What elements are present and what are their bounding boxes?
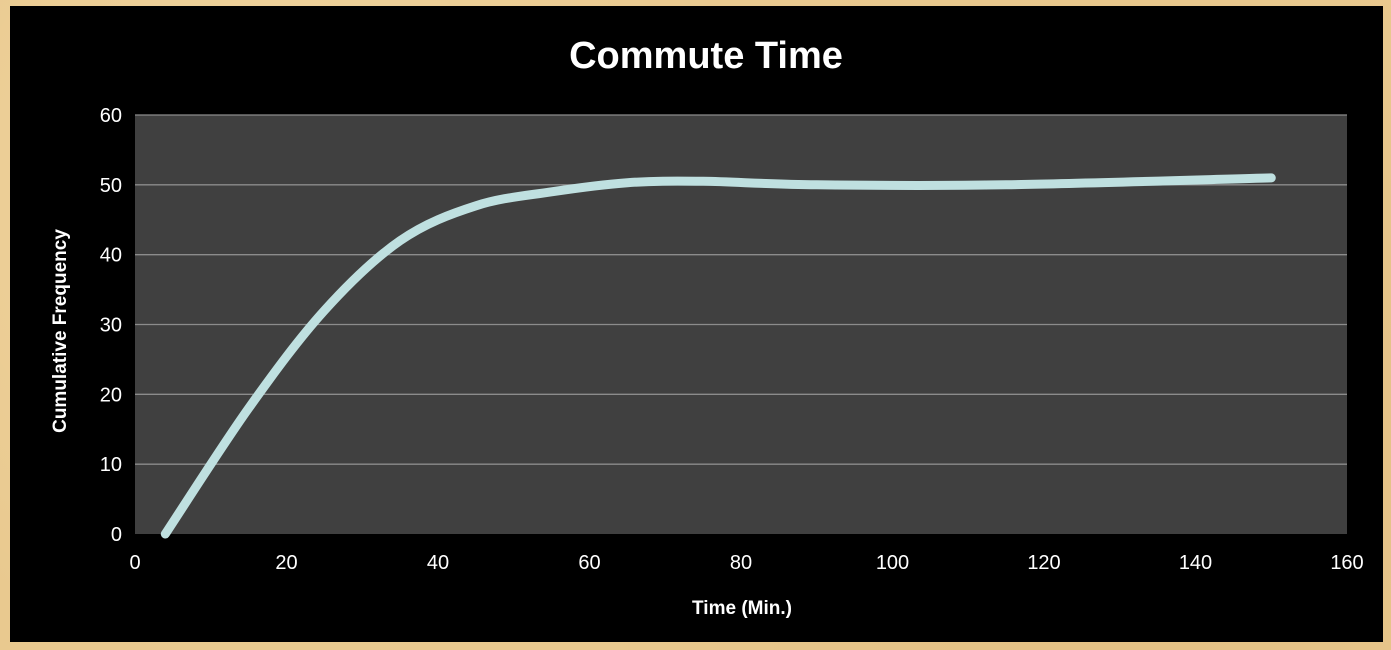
series-line (160, 173, 1276, 539)
gridlines (135, 114, 1347, 465)
y-axis-title: Cumulative Frequency (50, 229, 71, 433)
x-tick-label: 20 (275, 552, 297, 574)
x-tick-label: 60 (578, 552, 600, 574)
y-tick-label: 10 (100, 454, 122, 476)
x-tick-label: 120 (1027, 552, 1060, 574)
y-tick-label: 60 (100, 105, 122, 127)
x-tick-label: 80 (730, 552, 752, 574)
y-tick-label: 30 (100, 315, 122, 337)
x-tick-label: 100 (876, 552, 909, 574)
commute-time-chart: Commute Time 0 10 20 30 40 50 60 0 20 40 60 80 100 1… (10, 6, 1383, 642)
y-tick-label: 0 (111, 524, 122, 546)
y-tick-label: 50 (100, 175, 122, 197)
x-tick-label: 140 (1179, 552, 1212, 574)
x-tick-label: 40 (427, 552, 449, 574)
x-tick-label: 160 (1330, 552, 1363, 574)
y-tick-label: 40 (100, 245, 122, 267)
x-tick-label: 0 (129, 552, 140, 574)
y-tick-label: 20 (100, 384, 122, 406)
chart-title: Commute Time (569, 35, 843, 77)
y-tick-labels: 0 10 20 30 40 50 60 (100, 105, 122, 546)
x-axis-title: Time (Min.) (692, 598, 792, 619)
x-tick-labels: 0 20 40 60 80 100 120 140 160 (129, 552, 1363, 574)
chart-frame: Commute Time 0 10 20 30 40 50 60 0 20 40 60 80 100 1… (10, 6, 1383, 642)
series-group (160, 173, 1276, 539)
